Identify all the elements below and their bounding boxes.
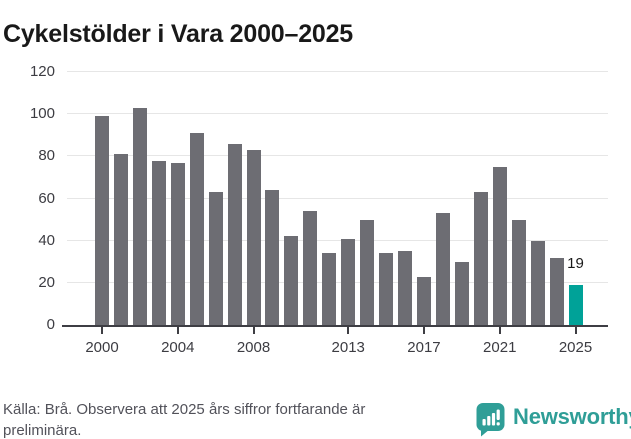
bar-2024 (549, 257, 564, 325)
gridline-60 (67, 197, 608, 199)
bar-2001 (113, 154, 128, 325)
x-axis-label-2008: 2008 (236, 339, 271, 356)
gridline-120 (67, 71, 608, 72)
x-axis-label-2004: 2004 (161, 339, 195, 356)
x-axis-label-2013: 2013 (331, 339, 365, 356)
bar-2018 (435, 213, 450, 325)
x-tick-2013 (347, 326, 350, 334)
bar-2012 (322, 253, 337, 325)
x-tick-2021 (498, 326, 501, 334)
newsworthy-icon (476, 402, 506, 439)
y-axis-label-100: 100 (29, 105, 55, 123)
newsworthy-logo[interactable]: Newsworthy (476, 402, 631, 439)
gridline-20 (67, 281, 608, 283)
bar-2003 (151, 160, 166, 325)
bar-2005 (189, 133, 204, 325)
x-axis-line (62, 324, 608, 327)
y-axis-label-60: 60 (38, 189, 55, 207)
x-axis-label-2025: 2025 (558, 339, 593, 356)
x-tick-2004 (176, 326, 179, 334)
x-tick-2000 (101, 326, 103, 334)
y-axis-label-0: 0 (46, 316, 55, 333)
bar-2017 (416, 276, 431, 325)
bar-2023 (530, 240, 545, 325)
chart-title: Cykelstölder i Vara 2000–2025 (3, 19, 354, 48)
bar-2008 (246, 150, 261, 325)
bar-2016 (398, 251, 413, 325)
plot-area: 19 (62, 71, 608, 327)
bar-2019 (454, 261, 469, 325)
bar-2014 (360, 219, 375, 325)
y-axis-label-40: 40 (38, 231, 55, 249)
bar-2010 (284, 236, 299, 325)
bar-2007 (227, 143, 242, 325)
bar-2020 (473, 192, 488, 325)
bar-2002 (132, 107, 147, 325)
bar-2009 (265, 190, 280, 325)
x-tick-2017 (422, 326, 425, 334)
bar-2013 (341, 238, 356, 325)
bar-2021 (492, 166, 507, 325)
source-note: Källa: Brå. Observera att 2025 års siffr… (3, 401, 366, 439)
gridline-100 (67, 113, 608, 115)
newsworthy-wordmark: Newsworthy (513, 404, 631, 429)
x-axis-label-2017: 2017 (407, 339, 441, 356)
bar-2011 (303, 211, 318, 325)
bar-2006 (208, 192, 223, 325)
y-axis-label-80: 80 (38, 147, 55, 165)
x-axis-label-2021: 2021 (483, 339, 517, 356)
gridline-40 (67, 239, 608, 241)
gridline-80 (67, 155, 608, 157)
bar-2025 (568, 284, 583, 325)
x-axis-label-2000: 2000 (85, 339, 119, 356)
y-axis-label-20: 20 (38, 273, 55, 291)
x-tick-2008 (252, 326, 255, 334)
y-axis-label-120: 120 (29, 63, 55, 80)
bar-2004 (170, 162, 185, 325)
value-label-2025: 19 (567, 254, 584, 272)
bar-2022 (511, 219, 526, 325)
bar-2000 (95, 116, 109, 325)
x-tick-2025 (574, 326, 577, 334)
bar-2015 (379, 253, 394, 325)
